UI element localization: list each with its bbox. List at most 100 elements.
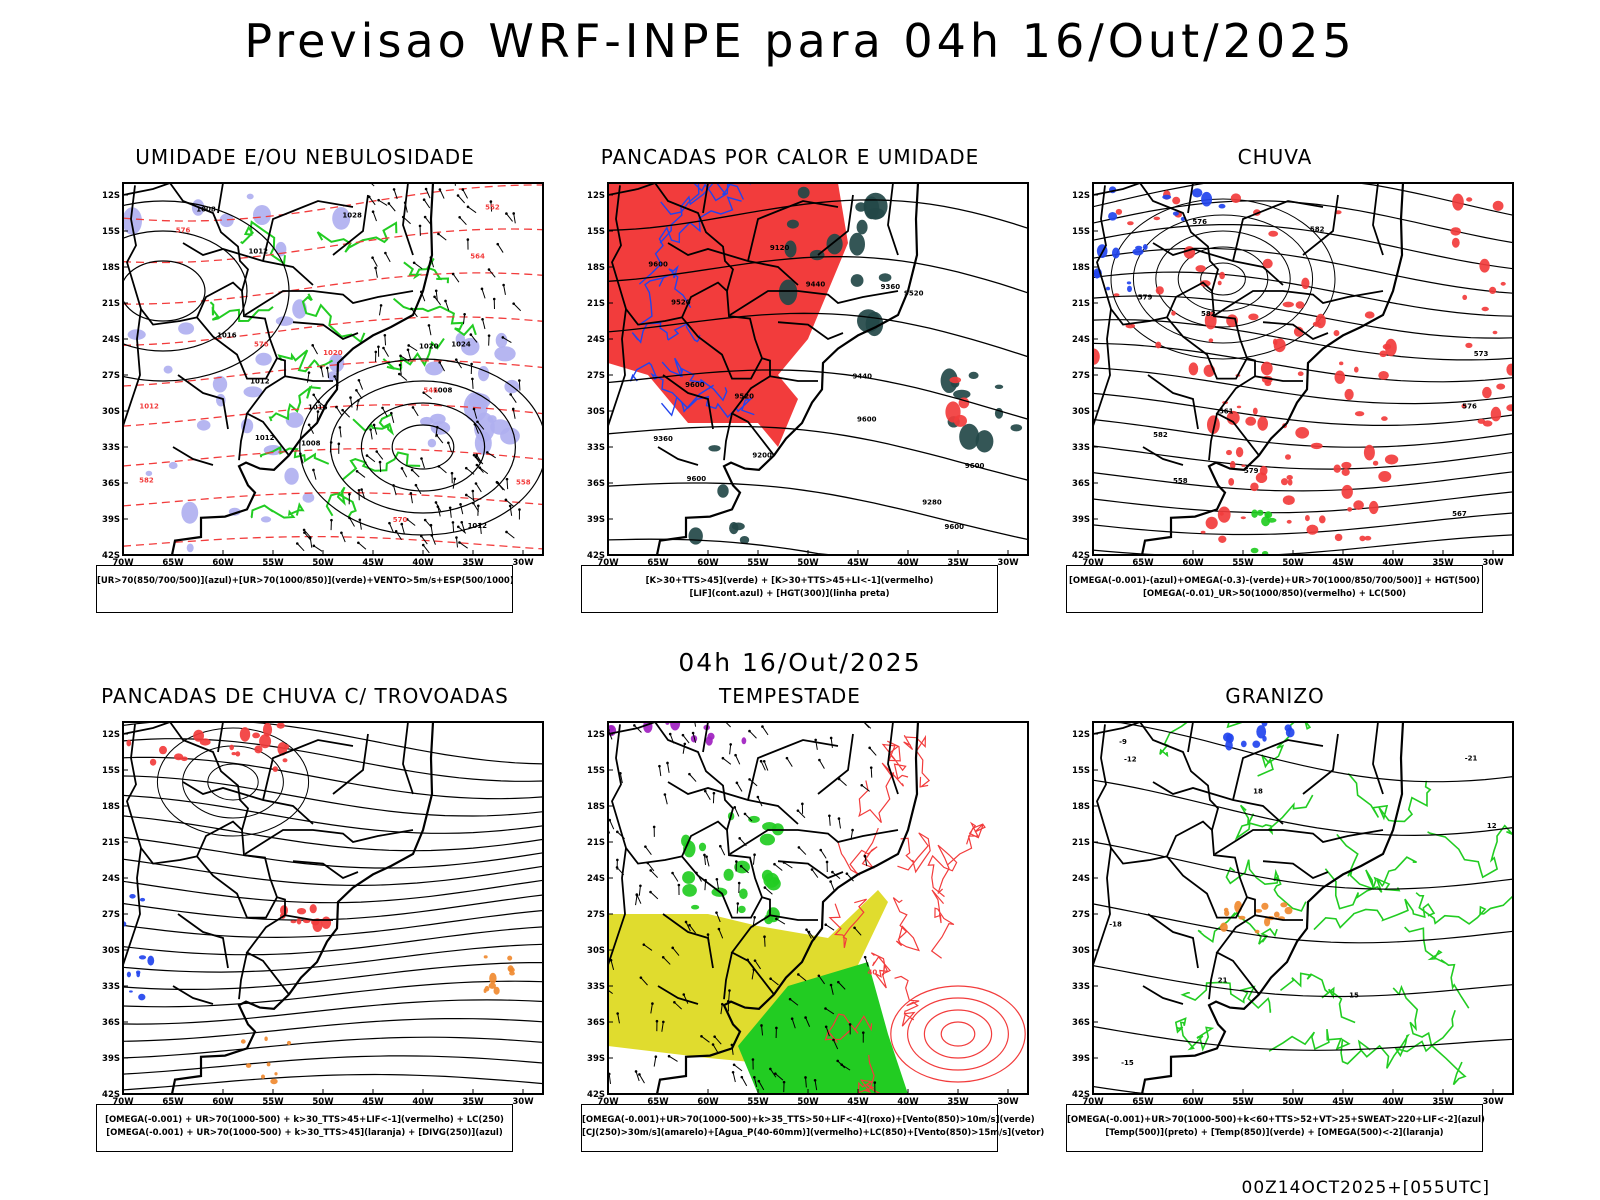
rain-red-area (1451, 237, 1460, 248)
hgt500-contour (1132, 214, 1314, 344)
streamline (123, 722, 543, 765)
wind-vector (749, 730, 757, 739)
wind-vector (504, 498, 508, 502)
lat-label: 15S (587, 766, 605, 776)
convective-red-area (159, 745, 167, 755)
border-line (1208, 413, 1218, 461)
wind-vector (420, 457, 423, 460)
streamline (1093, 392, 1513, 426)
wind-vector (355, 470, 359, 473)
lat-label: 18S (1072, 263, 1090, 273)
wind-vector (805, 1017, 811, 1027)
convective-red-area (312, 918, 323, 932)
instability-teal-area (940, 368, 958, 393)
border-line (1147, 374, 1199, 430)
lat-label: 15S (102, 227, 120, 237)
wind850-green-area (748, 815, 760, 823)
border-line (662, 374, 714, 430)
rain-red-area (1368, 500, 1379, 515)
hgt300-contour (608, 369, 1028, 420)
coastline (655, 183, 920, 555)
convective-red-area (149, 758, 157, 766)
wind-vector (825, 1026, 830, 1037)
contour-label: 9520 (671, 299, 691, 307)
contour-label: 1012 (255, 434, 275, 442)
hgt500-contour (1110, 198, 1336, 360)
wind850-green-area (759, 833, 775, 846)
lif-blue-contour (660, 183, 745, 215)
wind-vector (384, 335, 387, 346)
wind-vector (788, 997, 792, 1001)
wind-vector (421, 458, 425, 469)
wind-vector (459, 216, 467, 226)
convective-red-area (280, 905, 288, 916)
wind-vector (649, 890, 652, 894)
wind-vector (729, 744, 732, 755)
wind-vector (477, 421, 485, 430)
temp850-green-contour (1415, 892, 1513, 925)
wind-vector (751, 969, 755, 980)
wind-vector (805, 928, 808, 932)
wind-vector (518, 508, 521, 511)
wind-vector (348, 516, 351, 520)
pressure-contour (360, 402, 486, 492)
contour-label: 552 (485, 203, 500, 211)
border-line (608, 722, 775, 995)
contour-label: -15 (1121, 1059, 1134, 1067)
wind-vector (715, 911, 718, 914)
wind-vector (460, 520, 464, 524)
wind-vector (760, 1024, 763, 1027)
streamline (123, 775, 543, 817)
wind-vector (715, 877, 719, 881)
wind-vector (412, 261, 416, 265)
wind-vector (479, 523, 482, 534)
lat-label: 42S (1072, 1090, 1090, 1100)
wind-vector (720, 1004, 723, 1015)
wind-vector (333, 375, 336, 378)
wind-vector (372, 211, 377, 222)
border-line (1093, 308, 1112, 470)
wind-vector (838, 778, 847, 787)
temp500-contour (1093, 1025, 1513, 1051)
humidity-green-contour (240, 220, 286, 266)
contour-label: 1020 (419, 342, 439, 350)
wind-vector (466, 205, 470, 209)
wind-vector (775, 1026, 778, 1030)
lc850-red-contour (907, 997, 1010, 1071)
panel-storm: TEMPESTADE 40 12S 15S 18S 21S 24S 27S 30S 33S 36S… (540, 684, 1044, 1164)
wind-vector (411, 469, 420, 478)
border-line (1142, 446, 1184, 466)
wind-vector (438, 465, 447, 474)
border-line (123, 183, 290, 456)
wind-vector (452, 522, 455, 533)
storm-purple-area (690, 735, 698, 743)
wind-vector (435, 290, 438, 301)
wind-vector (683, 742, 687, 746)
convective-red-area (259, 734, 272, 749)
lat-label: 42S (1072, 551, 1090, 561)
border-line (887, 722, 899, 795)
lat-label: 12S (587, 191, 605, 201)
rain-blue-area (1108, 212, 1118, 221)
border-line (608, 308, 627, 470)
rain-blue-area (1135, 245, 1143, 250)
streamline (123, 794, 543, 834)
instability-teal-area (855, 202, 867, 212)
divergence-blue-area (129, 894, 136, 899)
wind-vector (689, 773, 697, 782)
lon-label: 40W (412, 1097, 434, 1104)
contour-label: 582 (139, 476, 154, 484)
border-line (123, 722, 290, 995)
wind-vector (608, 818, 611, 822)
border-line (1152, 242, 1284, 286)
wind-vector (652, 825, 656, 829)
convective-red-area (235, 751, 241, 757)
wind-vector (749, 778, 758, 787)
wind-vector (712, 1044, 719, 1054)
wind-vector (797, 973, 800, 976)
wind-vector (666, 762, 670, 773)
wind-vector (763, 761, 769, 771)
humidity-blue-area (275, 241, 287, 257)
convective-orange-area (286, 1040, 292, 1046)
wind-vector (824, 1025, 828, 1029)
